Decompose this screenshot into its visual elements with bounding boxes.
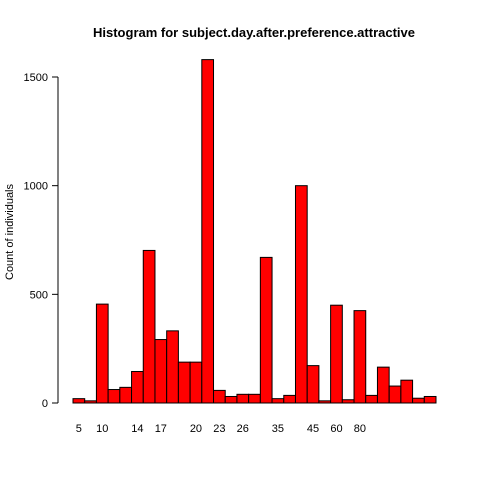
x-axis: 5 10 14 17 20 23 26 35 45 60 80: [76, 423, 366, 435]
histogram-bar: [142, 249, 156, 404]
y-tick-label: 1000: [24, 181, 48, 193]
histogram-bar: [365, 394, 378, 404]
histogram-bar: [423, 395, 437, 404]
histogram-bar: [271, 398, 285, 404]
histogram-bar: [189, 361, 203, 404]
histogram-bar: [306, 365, 320, 404]
histogram-bar: [412, 397, 425, 404]
histogram-bar: [213, 389, 226, 404]
x-tick-label: 80: [354, 423, 366, 435]
x-tick-label: 26: [237, 423, 249, 435]
histogram-bar: [353, 310, 367, 404]
histogram-bar: [400, 379, 414, 404]
y-tick-label: 1500: [24, 72, 48, 84]
histogram-bar: [107, 389, 121, 404]
x-tick-label: 17: [155, 423, 167, 435]
histogram-bar: [236, 393, 250, 404]
y-axis-label: Count of individuals: [4, 184, 16, 281]
histogram-bar: [341, 399, 355, 404]
histogram-bar: [131, 370, 144, 404]
histogram-bar: [119, 386, 133, 404]
histogram-bar: [318, 400, 332, 404]
histogram-bar: [72, 398, 86, 404]
x-tick-label: 23: [213, 423, 225, 435]
x-tick-label: 5: [76, 423, 82, 435]
histogram-bar: [330, 304, 343, 404]
y-tick-label: 0: [42, 398, 48, 410]
histogram-bar: [376, 366, 390, 404]
x-tick-label: 10: [96, 423, 108, 435]
histogram-bar: [84, 400, 97, 404]
x-tick-label: 60: [330, 423, 342, 435]
histogram-bar: [224, 395, 238, 404]
histogram-bar: [248, 393, 261, 404]
x-tick-label: 45: [307, 423, 319, 435]
histogram-bar: [154, 339, 168, 404]
histogram-bar: [283, 394, 296, 404]
histogram-bar: [201, 59, 215, 404]
histogram-bar: [166, 330, 179, 404]
y-tick-label: 500: [30, 289, 48, 301]
x-tick-label: 14: [131, 423, 143, 435]
histogram-bar: [95, 303, 109, 404]
histogram-bar: [177, 361, 191, 404]
x-tick-label: 20: [190, 423, 202, 435]
x-tick-label: 35: [272, 423, 284, 435]
y-axis: 0 500 1000 1500: [24, 72, 59, 410]
histogram-bar: [259, 256, 273, 404]
bars-group: [72, 59, 437, 404]
histogram-bar: [388, 385, 402, 404]
chart-title: Histogram for subject.day.after.preferen…: [93, 25, 415, 40]
histogram-bar: [294, 185, 308, 404]
